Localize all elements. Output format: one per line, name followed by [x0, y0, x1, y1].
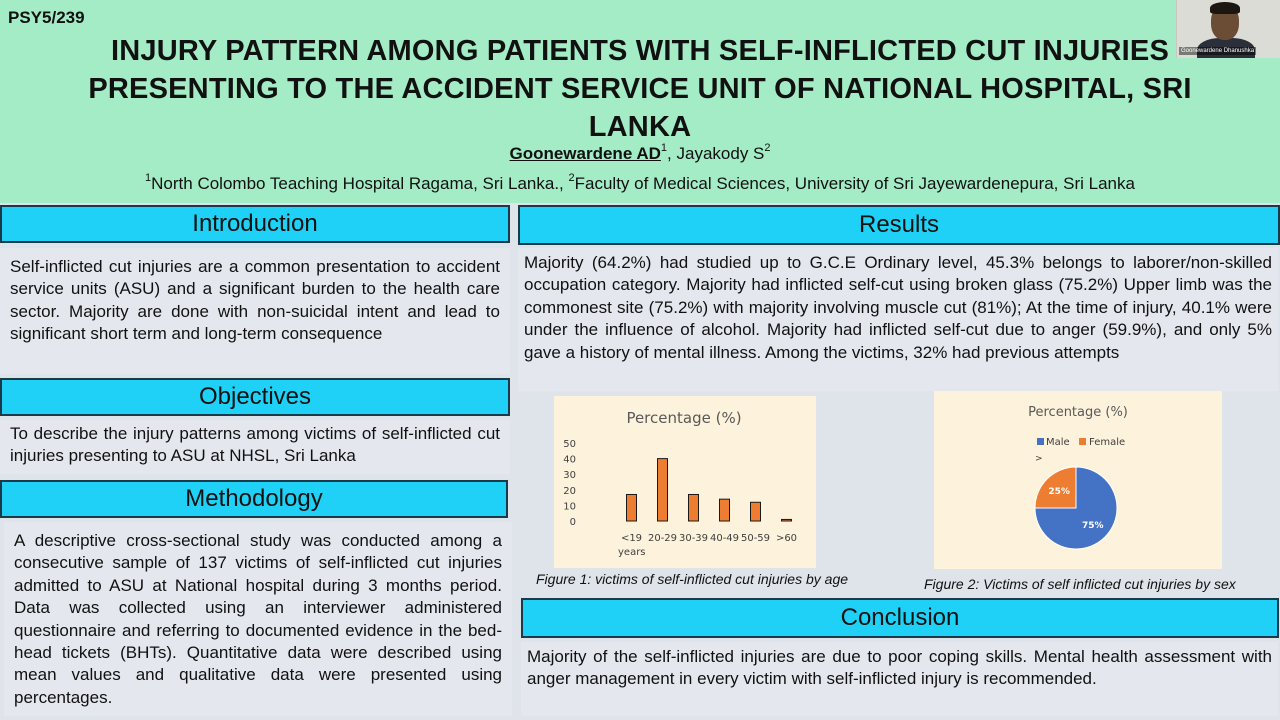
y-tick-label: 30 — [563, 470, 576, 481]
legend-label-male: Male — [1046, 437, 1070, 448]
bar — [626, 493, 637, 522]
chart-title: Percentage (%) — [1028, 405, 1128, 420]
legend-swatch-female — [1079, 438, 1086, 445]
affiliation-1-mark: 1 — [145, 172, 152, 184]
author-secondary-affil-mark: 2 — [764, 142, 771, 154]
legend-swatch-male — [1037, 438, 1044, 445]
author-primary-affil-mark: 1 — [660, 142, 668, 154]
presenter-hair — [1210, 2, 1240, 14]
webcam-thumbnail[interactable]: Goonewardene Dhanushka — [1176, 0, 1280, 58]
bar — [688, 493, 699, 522]
author-line: Goonewardene AD1, Jayakody S2 — [0, 142, 1280, 164]
methodology-heading: Methodology — [0, 480, 508, 518]
conclusion-heading: Conclusion — [521, 598, 1279, 638]
author-secondary: Jayakody S — [676, 144, 765, 163]
author-primary: Goonewardene AD — [509, 144, 661, 163]
y-tick-label: 10 — [563, 501, 576, 512]
abstract-code: PSY5/239 — [8, 8, 85, 27]
introduction-text: Self-inflicted cut injuries are a common… — [0, 248, 510, 374]
sex-pie-chart-svg: Percentage (%) Male Female > 75% 25% — [1028, 405, 1128, 550]
y-tick-label: 50 — [563, 439, 576, 450]
y-tick-label: 40 — [563, 455, 576, 466]
x-tick-label: 20-29 — [648, 533, 677, 544]
affiliation-2-mark: 2 — [568, 172, 575, 184]
y-tick-label: 20 — [563, 486, 576, 497]
age-bar-chart-svg: Percentage (%) 0 10 20 30 40 50 <19 20-29 30-39… — [563, 409, 797, 558]
objectives-heading: Objectives — [0, 378, 510, 416]
affiliation-line: 1North Colombo Teaching Hospital Ragama,… — [0, 172, 1280, 194]
x-tick-label: 30-39 — [679, 533, 708, 544]
presenter-name-label: Goonewardene Dhanushka — [1179, 47, 1257, 55]
legend-marker: > — [1035, 454, 1043, 464]
age-bar-chart: Percentage (%) 0 10 20 30 40 50 <19 20-29 30-39… — [554, 396, 816, 568]
affiliation-2: Faculty of Medical Sciences, University … — [574, 174, 1135, 193]
x-tick-label: >60 — [776, 533, 797, 544]
chart-title: Percentage (%) — [626, 409, 741, 427]
results-text: Majority (64.2%) had studied up to G.C.E… — [518, 248, 1278, 391]
bar — [657, 458, 668, 522]
figure-1-caption: Figure 1: victims of self-inflicted cut … — [536, 571, 849, 587]
legend-label-female: Female — [1089, 437, 1125, 448]
pie-data-label: 25% — [1048, 487, 1070, 497]
sex-pie-chart: Percentage (%) Male Female > 75% 25% — [934, 391, 1222, 569]
bar — [750, 501, 761, 522]
conclusion-text: Majority of the self-inflicted injuries … — [521, 642, 1278, 716]
affiliation-1: North Colombo Teaching Hospital Ragama, … — [151, 174, 569, 193]
pie-data-label: 75% — [1082, 521, 1104, 531]
x-tick-label: 50-59 — [741, 533, 770, 544]
author-separator: , — [667, 144, 677, 163]
x-tick-label: <19 — [621, 533, 642, 544]
methodology-text: A descriptive cross-sectional study was … — [4, 522, 512, 716]
poster-title: INJURY PATTERN AMONG PATIENTS WITH SELF-… — [88, 35, 1192, 143]
pie-slice-male — [1034, 466, 1118, 550]
bar — [719, 498, 730, 522]
pie-slice-female — [1034, 466, 1077, 509]
y-tick-label: 0 — [570, 517, 576, 528]
poster-header: PSY5/239 INJURY PATTERN AMONG PATIENTS W… — [0, 0, 1280, 203]
objectives-text: To describe the injury patterns among vi… — [0, 420, 510, 474]
figure-2-caption: Figure 2: Victims of self inflicted cut … — [924, 576, 1236, 592]
bar — [781, 518, 792, 522]
x-tick-label: 40-49 — [710, 533, 739, 544]
x-axis-unit: years — [618, 547, 646, 558]
introduction-heading: Introduction — [0, 205, 510, 243]
results-heading: Results — [518, 205, 1280, 245]
presenter-torso — [1197, 38, 1255, 58]
